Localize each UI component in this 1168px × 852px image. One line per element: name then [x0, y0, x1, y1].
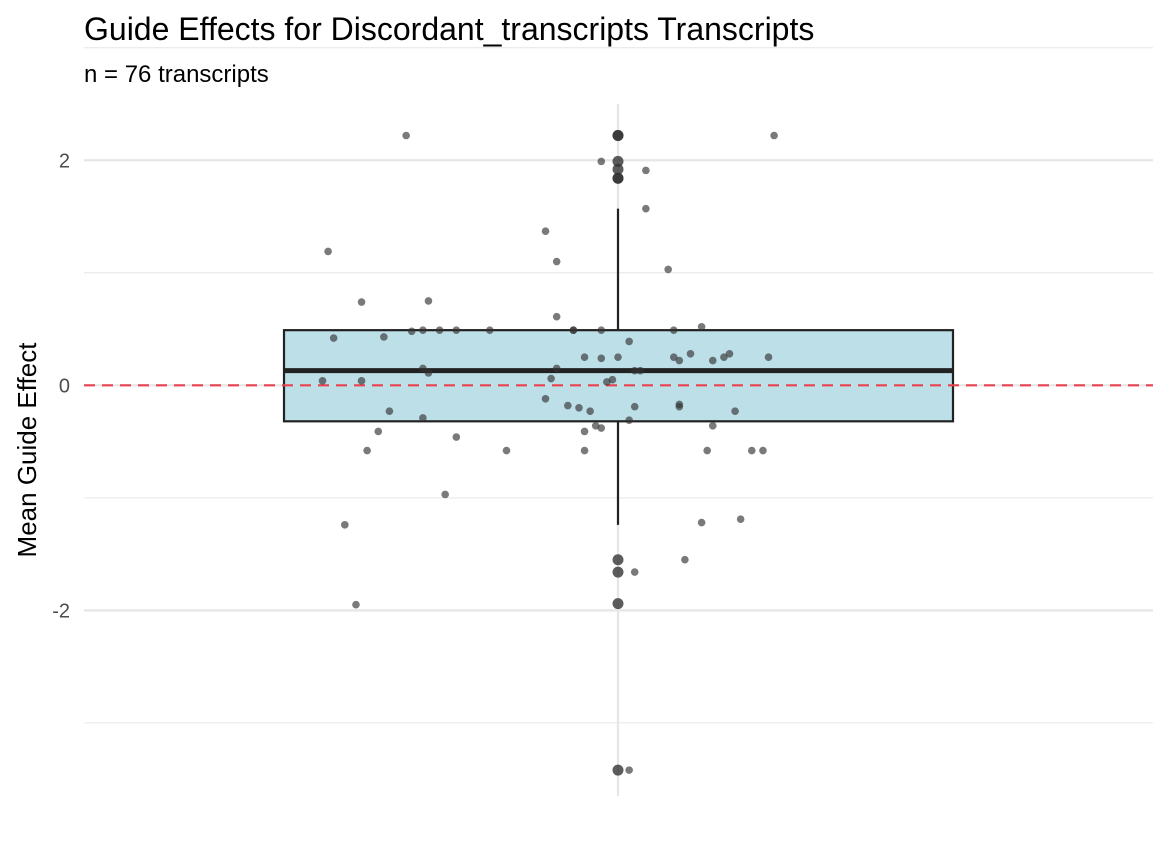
data-point — [720, 353, 728, 361]
data-point — [424, 297, 433, 305]
chart-title: Guide Effects for Discordant_transcripts… — [84, 11, 814, 47]
data-point — [485, 326, 494, 334]
data-point — [725, 349, 734, 358]
y-tick-label: 0 — [59, 375, 70, 397]
data-point — [686, 349, 695, 358]
outlier-point — [612, 598, 624, 610]
data-point — [552, 364, 561, 373]
data-point — [608, 375, 617, 384]
data-point — [580, 446, 589, 455]
data-point — [669, 326, 678, 334]
data-point — [407, 327, 416, 336]
data-point — [642, 204, 650, 213]
data-point — [452, 326, 461, 334]
outlier-point — [612, 554, 624, 566]
y-tick-label: -2 — [52, 600, 70, 622]
data-point — [675, 356, 684, 365]
data-point — [731, 407, 739, 415]
data-point — [764, 353, 773, 361]
boxplot — [282, 208, 955, 525]
data-point — [441, 490, 449, 499]
data-point — [597, 157, 606, 166]
data-point — [329, 334, 338, 342]
data-point — [318, 377, 327, 385]
data-point — [419, 414, 427, 422]
chart-subtitle: n = 76 transcripts — [84, 61, 269, 88]
iqr-box — [282, 329, 955, 423]
y-tick-label: 2 — [59, 150, 70, 172]
data-point — [569, 326, 578, 334]
y-axis-label: Mean Guide Effect — [12, 342, 42, 558]
points-layer — [318, 130, 778, 776]
data-point — [625, 766, 633, 774]
data-point — [552, 312, 561, 321]
data-point — [625, 416, 633, 424]
data-point — [630, 568, 639, 576]
outlier-point — [612, 163, 624, 175]
data-point — [564, 401, 572, 410]
data-point — [697, 518, 706, 527]
y-ticks: 2 0 -2 — [52, 150, 70, 622]
data-point — [586, 407, 594, 415]
data-point — [708, 356, 717, 365]
data-point — [597, 424, 606, 432]
data-point — [547, 374, 555, 383]
data-point — [630, 402, 639, 411]
data-point — [419, 364, 427, 373]
data-point — [541, 227, 550, 235]
data-point — [675, 400, 684, 409]
data-point — [625, 337, 633, 346]
data-point — [580, 353, 589, 361]
data-point — [759, 446, 767, 455]
data-point — [502, 446, 511, 455]
outlier-point — [612, 764, 624, 776]
data-point — [363, 446, 371, 455]
data-point — [357, 377, 366, 385]
data-point — [770, 131, 778, 140]
data-point — [697, 322, 706, 331]
data-point — [424, 369, 433, 377]
data-point — [452, 433, 461, 441]
data-point — [380, 333, 388, 341]
data-point — [580, 427, 589, 436]
data-point — [630, 366, 639, 375]
outlier-point — [612, 566, 624, 578]
outlier-point — [612, 130, 624, 142]
data-point — [575, 404, 583, 412]
data-point — [597, 354, 606, 363]
data-point — [341, 521, 349, 529]
data-point — [669, 353, 678, 361]
data-point — [748, 446, 756, 455]
data-point — [736, 515, 745, 523]
data-point — [357, 298, 366, 306]
data-point — [435, 326, 444, 334]
data-point — [419, 326, 427, 334]
data-point — [642, 166, 650, 175]
data-point — [374, 427, 383, 436]
data-point — [552, 257, 561, 266]
data-point — [385, 407, 394, 415]
data-point — [402, 131, 410, 140]
data-point — [324, 247, 332, 256]
data-point — [614, 353, 622, 361]
data-point — [636, 366, 645, 375]
outlier-point — [612, 172, 624, 184]
data-point — [664, 265, 672, 274]
data-point — [597, 326, 606, 334]
outlier-point — [612, 155, 624, 167]
data-point — [352, 600, 360, 609]
data-point — [681, 555, 689, 564]
data-point — [708, 422, 717, 430]
data-point — [541, 395, 550, 403]
data-point — [703, 446, 711, 455]
